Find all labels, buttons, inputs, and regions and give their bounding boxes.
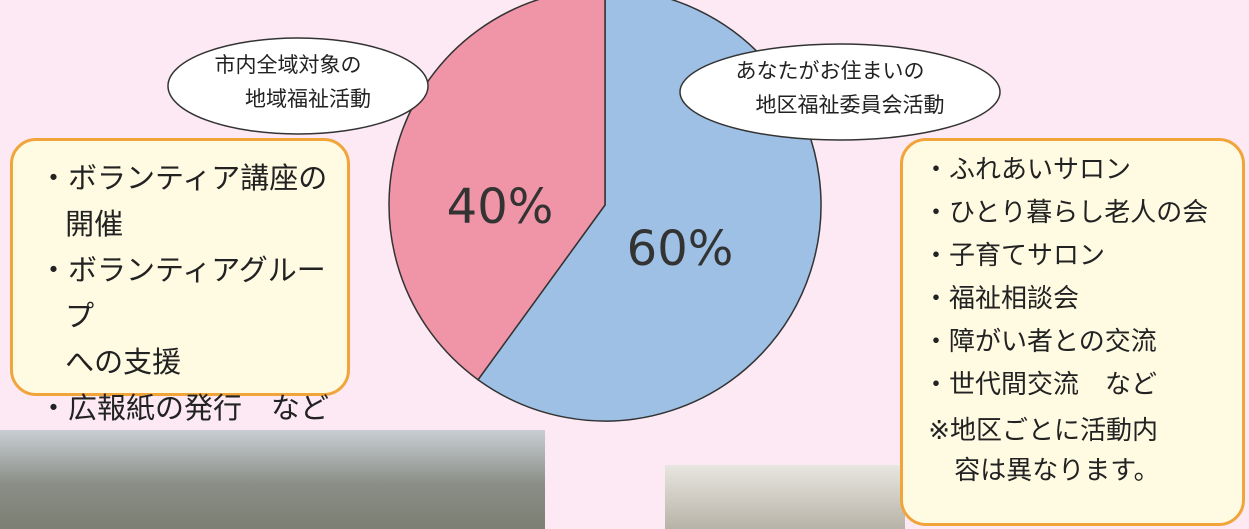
note: ※地区ごとに活動内 容は異なります。 [923, 411, 1242, 491]
activity-item: ・ボランティア講座の 開催 [39, 155, 347, 247]
value-label: 60% [627, 221, 734, 277]
activity-item: ・広報紙の発行 など [39, 385, 347, 431]
activity-box: ・ふれあいサロン・ひとり暮らし老人の会・子育てサロン・福祉相談会・障がい者との交… [900, 138, 1245, 526]
label-line: 地域福祉活動 [245, 87, 371, 111]
activity-item: ・子育てサロン [923, 235, 1242, 278]
activity-item: ・障がい者との交流 [923, 321, 1242, 364]
label-line: 市内全域対象の [215, 53, 362, 77]
activity-item: ・福祉相談会 [923, 278, 1242, 321]
page: 60% 40% あなたがお住まいの地区福祉委員会活動 市内全域対象の地域福祉活動 ・ボ… [0, 0, 1249, 529]
activity-item: ・ひとり暮らし老人の会 [923, 192, 1242, 235]
label-line: あなたがお住まいの [736, 59, 925, 83]
value-label: 40% [447, 179, 554, 235]
activity-item: ・ふれあいサロン [923, 149, 1242, 192]
label-line: 地区福祉委員会活動 [756, 93, 945, 117]
activity-item: ・世代間交流 など [923, 364, 1242, 407]
activity-box: ・ボランティア講座の 開催・ボランティアグループ への支援・広報紙の発行 など [10, 138, 350, 396]
activity-item: ・ボランティアグループ への支援 [39, 247, 347, 385]
